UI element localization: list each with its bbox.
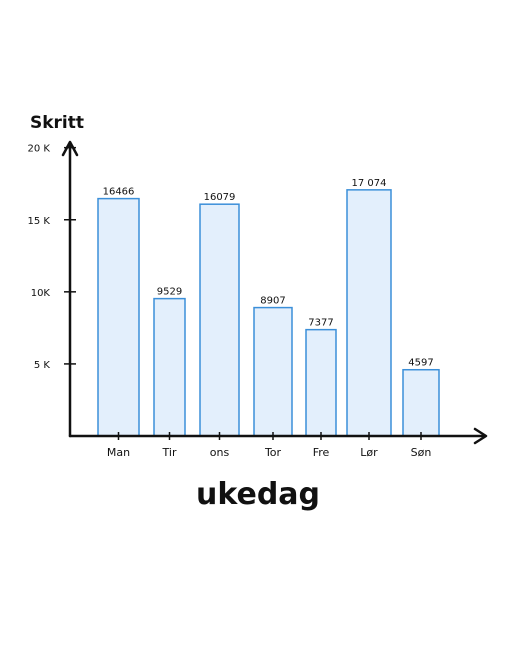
y-tick-label-0: 5 K xyxy=(34,360,51,371)
data-label-3: 8907 xyxy=(260,296,285,307)
category-label-1: Tir xyxy=(162,446,177,459)
category-label-6: Søn xyxy=(411,446,432,459)
data-label-5: 17 074 xyxy=(352,178,387,189)
bar-1 xyxy=(153,297,186,437)
bar-4 xyxy=(305,328,337,437)
y-tick-label-1: 10K xyxy=(31,288,51,299)
y-axis-arrow xyxy=(61,140,79,157)
bar-3 xyxy=(253,306,293,437)
category-label-2: ons xyxy=(210,446,230,459)
x-axis-arrow xyxy=(473,427,488,445)
category-label-0: Man xyxy=(107,446,130,459)
category-label-3: Tor xyxy=(264,446,282,459)
bar-5 xyxy=(346,189,392,437)
category-label-4: Fre xyxy=(313,446,330,459)
y-axis-label: Skritt xyxy=(30,113,84,133)
y-tick-label-3: 20 K xyxy=(28,144,51,155)
axes-layer xyxy=(61,140,488,445)
data-label-6: 4597 xyxy=(408,358,433,369)
bar-0 xyxy=(97,197,140,437)
category-label-5: Lør xyxy=(360,446,378,459)
data-label-1: 9529 xyxy=(157,287,182,298)
data-label-0: 16466 xyxy=(103,187,135,198)
x-axis-label: ukedag xyxy=(196,477,320,512)
data-label-4: 7377 xyxy=(308,318,333,329)
bars-layer: 16466 9529 16079 8907 7377 17 074 4597 xyxy=(97,178,440,437)
bar-6 xyxy=(402,368,440,437)
y-tick-label-2: 15 K xyxy=(28,216,51,227)
ticks-layer: Man Tir ons Tor Fre Lør Søn 5 K 10K 15 K 20 K xyxy=(28,144,432,459)
data-label-2: 16079 xyxy=(204,192,236,203)
bar-2 xyxy=(199,203,240,437)
